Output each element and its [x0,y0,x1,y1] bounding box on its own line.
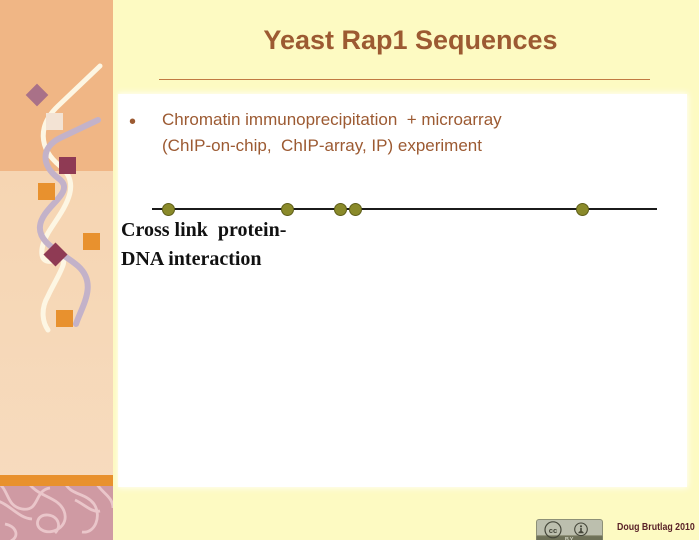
svg-text:cc: cc [549,526,557,535]
